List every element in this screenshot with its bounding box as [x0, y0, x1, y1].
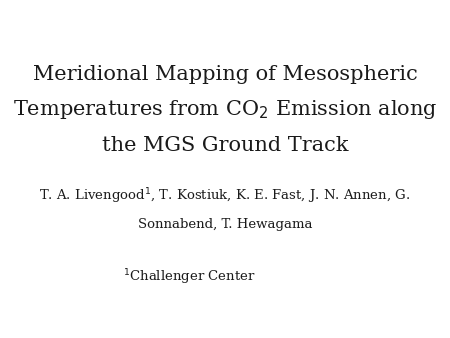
Text: Sonnabend, T. Hewagama: Sonnabend, T. Hewagama — [138, 218, 312, 231]
Text: the MGS Ground Track: the MGS Ground Track — [102, 136, 348, 155]
Text: $^1$Challenger Center: $^1$Challenger Center — [123, 267, 255, 287]
Text: T. A. Livengood$^1$, T. Kostiuk, K. E. Fast, J. N. Annen, G.: T. A. Livengood$^1$, T. Kostiuk, K. E. F… — [40, 186, 410, 206]
Text: Meridional Mapping of Mesospheric: Meridional Mapping of Mesospheric — [32, 65, 418, 84]
Text: Temperatures from CO$_2$ Emission along: Temperatures from CO$_2$ Emission along — [13, 98, 437, 121]
